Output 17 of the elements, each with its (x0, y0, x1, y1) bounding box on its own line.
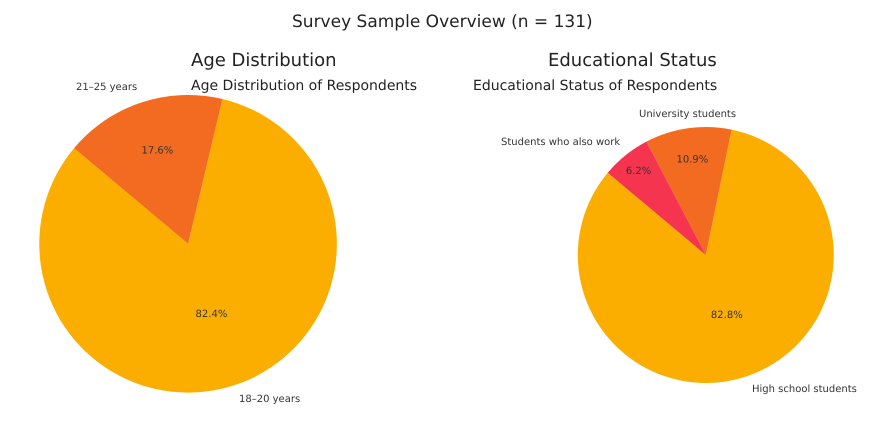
text: Survey Sample Overview (n = 131) (292, 12, 593, 32)
slice-label: 21–25 years (76, 82, 138, 93)
slice-label: 18–20 years (239, 394, 300, 405)
data-label: 10.9% (676, 154, 708, 166)
data-label: 82.4% (196, 308, 228, 320)
slice-label: Students who also work (501, 137, 620, 148)
chart-title: Age Distribution (191, 50, 337, 71)
data-label: 82.8% (710, 310, 743, 321)
data-label: 6.2% (626, 166, 652, 177)
slice-label: High school students (752, 384, 857, 395)
data-label: 17.6% (142, 146, 174, 157)
chart-subtitle: Educational Status of Respondents (473, 78, 718, 94)
chart-title: Educational Status (548, 50, 717, 71)
pie-slice (39, 99, 337, 392)
slice-label: University students (639, 109, 736, 120)
pie-slice (74, 95, 222, 244)
chart-subtitle: Age Distribution of Respondents (191, 78, 418, 94)
